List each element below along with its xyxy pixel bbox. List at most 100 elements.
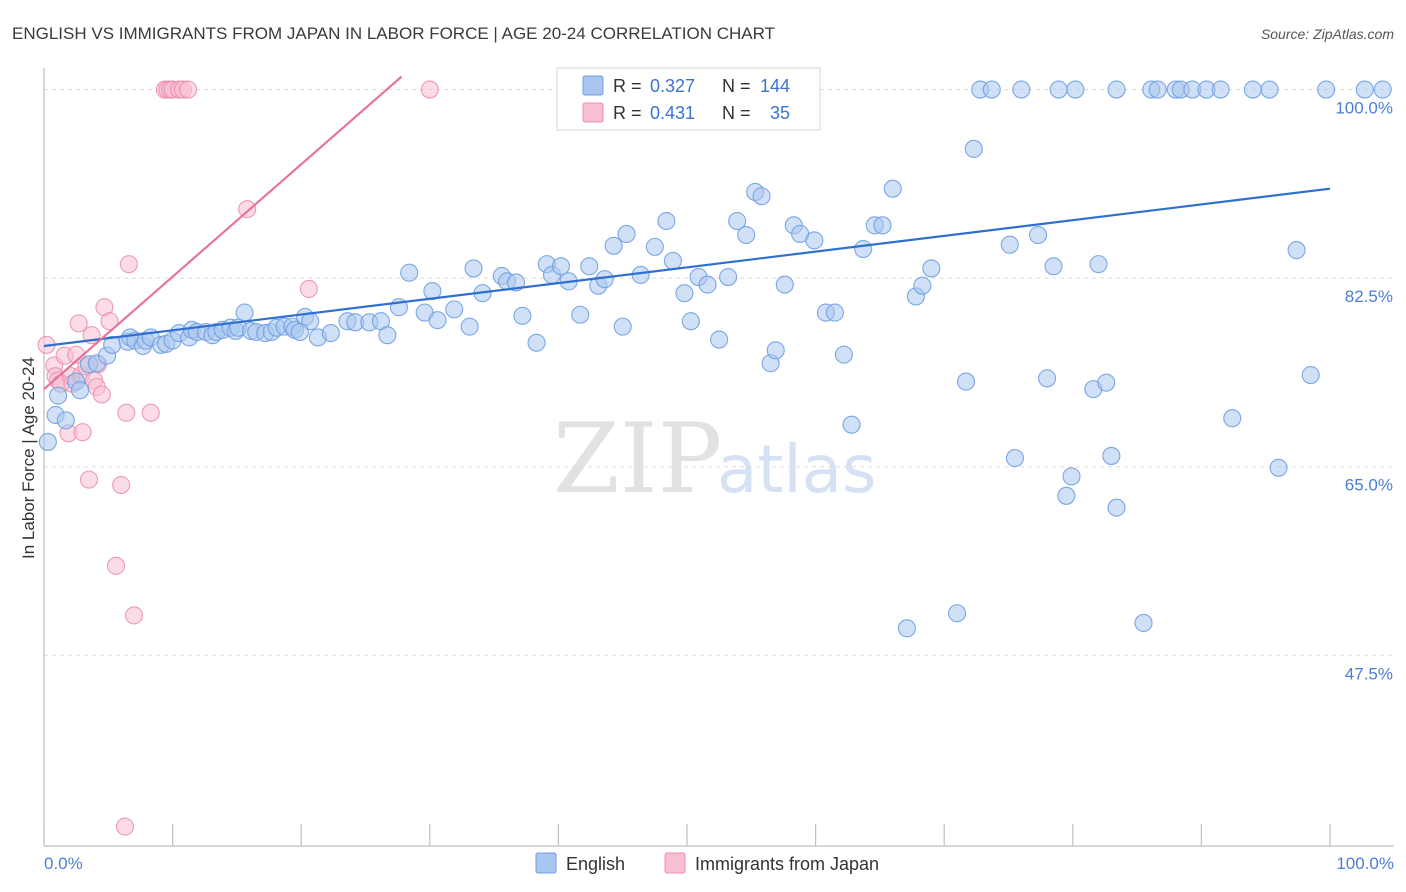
english-point-124 xyxy=(1102,446,1121,465)
english-point-67 xyxy=(571,305,590,324)
y-tick-label-3: 47.5% xyxy=(1345,664,1393,683)
english-point-85 xyxy=(737,225,756,245)
english-point-133 xyxy=(1211,80,1230,99)
trend-line-english xyxy=(43,187,1331,348)
english-point-87 xyxy=(752,187,771,206)
stats-n-value-english: 144 xyxy=(760,76,790,96)
japan-point-21 xyxy=(100,312,119,331)
japan-point-37 xyxy=(420,80,439,99)
english-point-147 xyxy=(1012,80,1031,99)
english-point-42 xyxy=(290,322,309,342)
english-point-71 xyxy=(604,236,623,255)
english-point-81 xyxy=(698,275,717,294)
english-point-122 xyxy=(1097,373,1116,392)
stats-box: R = 0.327 N = 144 R = 0.431 N = 35 xyxy=(556,67,821,131)
english-point-113 xyxy=(1029,225,1048,245)
english-point-76 xyxy=(657,211,676,231)
x-tick-label-min: 0.0% xyxy=(44,854,83,873)
stats-n-value-japan: 35 xyxy=(770,103,790,123)
y-gridlines xyxy=(44,89,1394,656)
stats-n-label-japan: N = xyxy=(722,103,751,123)
english-point-97 xyxy=(842,415,861,434)
english-point-3 xyxy=(56,411,75,430)
y-tick-labels: 100.0% 82.5% 65.0% 47.5% xyxy=(1335,99,1393,684)
legend-label-english: English xyxy=(566,854,625,874)
english-point-107 xyxy=(957,372,976,391)
english-point-121 xyxy=(1089,255,1108,274)
english-point-125 xyxy=(1107,80,1126,99)
stats-swatch-english xyxy=(582,75,604,96)
english-point-134 xyxy=(1223,409,1242,428)
japan-point-26 xyxy=(124,606,144,625)
japan-point-10 xyxy=(69,314,88,333)
english-point-78 xyxy=(675,284,694,303)
english-point-73 xyxy=(617,224,636,243)
japan-point-14 xyxy=(79,470,99,489)
english-point-61 xyxy=(513,306,532,325)
english-point-54 xyxy=(445,300,464,319)
english-point-29 xyxy=(235,303,254,322)
english-point-108 xyxy=(964,139,983,158)
japan-point-39 xyxy=(115,817,135,836)
japan-point-35 xyxy=(238,200,257,219)
english-point-123 xyxy=(1107,498,1126,517)
japan-point-22 xyxy=(106,556,126,575)
legend-label-japan: Immigrants from Japan xyxy=(695,854,879,874)
legend-swatch-english xyxy=(535,852,557,874)
japan-point-25 xyxy=(119,255,138,274)
english-point-101 xyxy=(883,179,902,198)
english-point-112 xyxy=(1005,449,1024,468)
english-point-2 xyxy=(49,386,68,405)
stats-n-label-english: N = xyxy=(722,76,751,96)
english-point-115 xyxy=(1044,257,1063,276)
english-point-89 xyxy=(766,341,785,360)
english-point-116 xyxy=(1049,80,1068,99)
english-point-56 xyxy=(464,259,483,278)
trend-line-immigrants-from-japan xyxy=(43,75,403,390)
english-point-111 xyxy=(1000,235,1019,254)
english-point-68 xyxy=(580,257,599,276)
japan-point-12 xyxy=(73,423,92,442)
english-point-84 xyxy=(728,211,747,231)
english-point-104 xyxy=(913,276,932,295)
english-point-138 xyxy=(1287,241,1306,260)
english-point-135 xyxy=(1243,80,1262,99)
english-point-79 xyxy=(681,312,700,331)
english-point-52 xyxy=(428,311,447,330)
english-point-93 xyxy=(805,231,824,250)
stats-r-label-japan: R = xyxy=(613,103,642,123)
japan-point-34 xyxy=(178,80,198,99)
y-tick-label-2: 65.0% xyxy=(1345,476,1393,495)
english-point-82 xyxy=(710,330,729,349)
english-point-106 xyxy=(948,604,967,623)
x-tick-label-max: 100.0% xyxy=(1336,854,1394,873)
english-point-100 xyxy=(873,216,892,235)
y-tick-label-1: 82.5% xyxy=(1345,287,1393,306)
english-point-90 xyxy=(775,275,794,294)
stats-swatch-japan xyxy=(582,102,604,123)
english-point-83 xyxy=(719,267,738,287)
english-point-65 xyxy=(551,257,571,276)
english-point-114 xyxy=(1038,369,1057,388)
english-point-72 xyxy=(613,317,632,336)
y-axis-title: In Labor Force | Age 20-24 xyxy=(19,357,38,559)
english-point-77 xyxy=(663,251,682,270)
english-point-126 xyxy=(1134,613,1153,632)
legend: English Immigrants from Japan xyxy=(535,852,879,874)
english-point-105 xyxy=(922,259,941,278)
english-point-110 xyxy=(982,80,1001,99)
legend-swatch-japan xyxy=(664,852,686,874)
english-point-43 xyxy=(321,324,340,343)
english-point-74 xyxy=(631,265,650,284)
english-point-140 xyxy=(1317,80,1336,99)
series-english-points xyxy=(38,80,1392,638)
english-point-55 xyxy=(460,317,479,336)
english-point-141 xyxy=(1355,80,1374,99)
series-immigrants-from-japan-points xyxy=(37,80,700,836)
english-point-142 xyxy=(1373,80,1392,99)
english-point-75 xyxy=(645,237,664,256)
english-point-139 xyxy=(1301,366,1320,385)
english-point-119 xyxy=(1066,80,1085,99)
japan-point-19 xyxy=(92,385,111,404)
